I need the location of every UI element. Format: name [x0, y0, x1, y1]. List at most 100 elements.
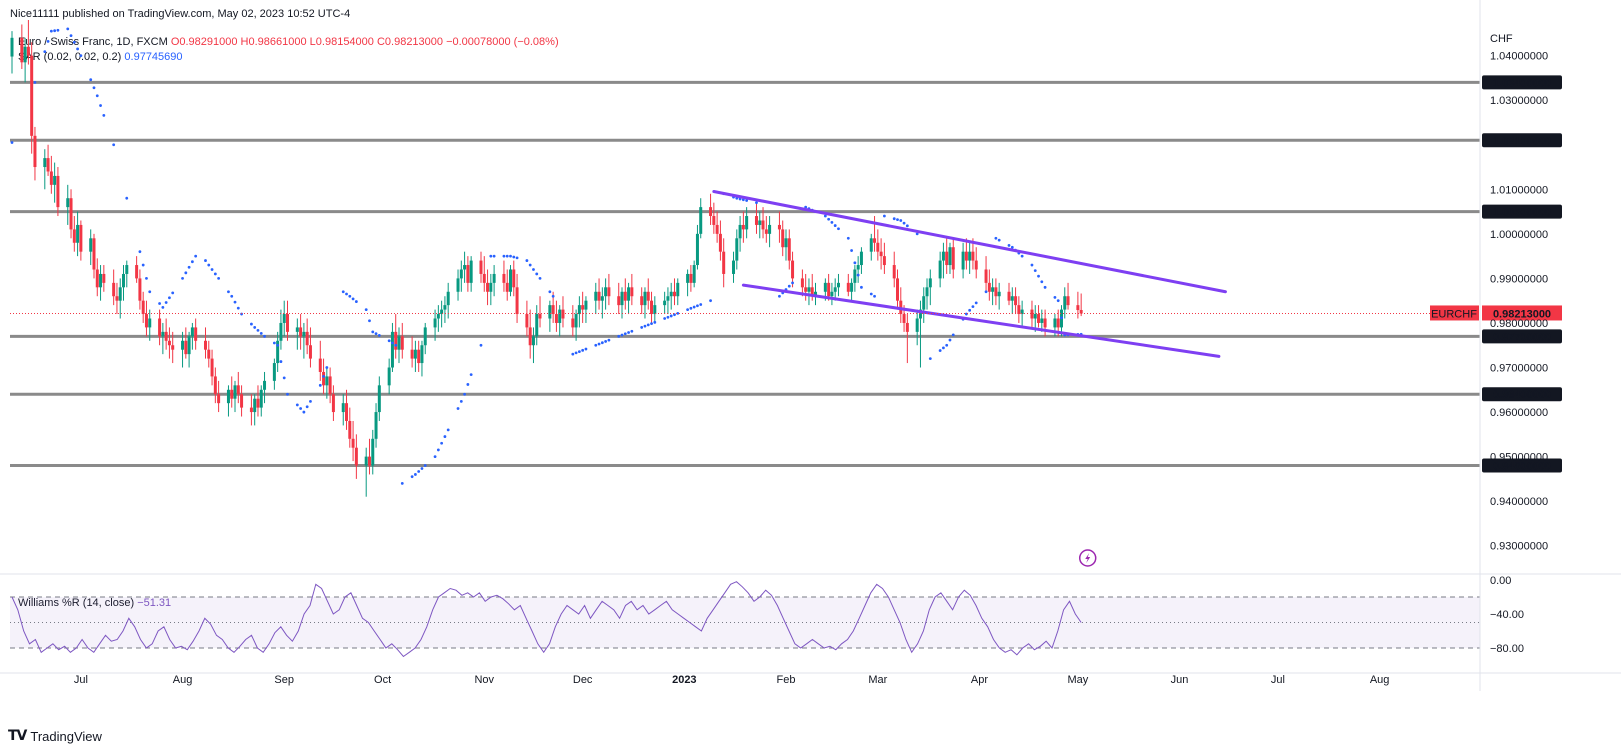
- candle-body: [551, 305, 555, 315]
- candle-body: [620, 291, 624, 306]
- sar-dot: [489, 254, 493, 258]
- candle-body: [768, 224, 772, 234]
- candle-body: [479, 260, 483, 274]
- candle-body: [92, 238, 96, 270]
- sar-dot: [974, 301, 978, 305]
- candle-body: [1063, 296, 1067, 310]
- candle-body: [876, 242, 880, 252]
- sar-dot: [417, 470, 421, 473]
- sar-dot: [145, 277, 148, 280]
- sar-dot: [571, 352, 575, 356]
- candle-body: [351, 438, 355, 448]
- sar-dot: [502, 254, 506, 258]
- time-tick-label: Aug: [1370, 674, 1390, 686]
- level-label: 0.96400000: [1493, 389, 1551, 401]
- candle-body: [318, 358, 322, 372]
- channel-trendline[interactable]: [712, 190, 1227, 294]
- sar-label[interactable]: SAR (0.02, 0.02, 0.2): [18, 51, 122, 63]
- candle-body: [882, 256, 886, 266]
- candle-body: [869, 238, 873, 252]
- sar-dot: [250, 322, 253, 326]
- candle-body: [515, 287, 519, 315]
- event-marker-icon[interactable]: [1078, 549, 1097, 567]
- candle-body: [623, 291, 627, 301]
- sar-dot: [915, 232, 919, 236]
- candle-body: [282, 314, 286, 323]
- sar-dot: [456, 407, 460, 410]
- williams-tick-label: 0.00: [1490, 575, 1511, 587]
- candle-body: [190, 327, 194, 337]
- candle-body: [207, 349, 211, 359]
- candle-body: [102, 273, 106, 283]
- price-tick-label: 1.04000000: [1490, 51, 1548, 63]
- time-tick-label: Sep: [274, 674, 294, 686]
- candle-body: [489, 282, 493, 292]
- publisher-line: Nice11111 published on TradingView.com, …: [10, 8, 351, 20]
- price-tick-label: 0.97000000: [1490, 363, 1548, 375]
- time-tick-label: Dec: [573, 674, 593, 686]
- williams-tick-label: −40.00: [1490, 609, 1524, 621]
- candle-body: [249, 407, 253, 413]
- candle-body: [456, 278, 460, 292]
- sar-dot: [171, 291, 175, 295]
- candle-body: [374, 412, 378, 439]
- candle-body: [125, 265, 129, 274]
- sar-dot: [600, 341, 604, 345]
- candle-body: [233, 385, 237, 399]
- candle-body: [387, 367, 391, 386]
- time-tick-label: Mar: [868, 674, 887, 686]
- channel-trendline[interactable]: [741, 283, 1221, 358]
- sar-dot: [345, 292, 348, 296]
- candle-body: [650, 300, 654, 315]
- sar-dot: [994, 236, 998, 240]
- williams-line: [11, 581, 1082, 658]
- sar-dot: [387, 339, 391, 343]
- williams-label[interactable]: Williams %R (14, close): [18, 597, 135, 609]
- candle-body: [33, 135, 37, 168]
- price-tick-label: 0.96000000: [1490, 407, 1548, 419]
- sar-dot: [227, 290, 230, 294]
- candle-body: [715, 224, 719, 234]
- candle-body: [56, 175, 60, 208]
- candle-body: [991, 287, 995, 292]
- sar-dot: [148, 290, 152, 294]
- candle-body: [692, 265, 696, 283]
- level-label-box: [1482, 133, 1562, 148]
- sar-dot: [348, 294, 352, 298]
- candle-body: [20, 37, 24, 63]
- sar-dot: [1060, 316, 1063, 320]
- candle-body: [686, 273, 690, 283]
- candle-body: [784, 238, 788, 248]
- sar-dot: [627, 331, 630, 334]
- candle-body: [89, 238, 93, 252]
- candle-body: [607, 287, 611, 297]
- candle-body: [112, 282, 116, 297]
- candle-body: [49, 171, 53, 185]
- sar-dot: [79, 54, 83, 58]
- sar-dot: [899, 219, 903, 222]
- candle-body: [1017, 305, 1021, 315]
- candle-body: [856, 265, 860, 270]
- tradingview-brand[interactable]: TV TradingView: [8, 728, 102, 744]
- symbol-label[interactable]: Euro / Swiss Franc, 1D, FXCM: [18, 36, 168, 48]
- candle-body: [1076, 305, 1080, 311]
- channel-lines[interactable]: [712, 190, 1227, 358]
- sar-dot: [377, 334, 381, 337]
- ohlc-values: O0.98291000 H0.98661000 L0.98154000 C0.9…: [170, 36, 559, 48]
- sar-dot: [341, 290, 345, 294]
- sar-dot: [515, 256, 519, 260]
- sar-dot: [853, 261, 857, 265]
- candle-body: [745, 216, 749, 230]
- sar-dot: [492, 254, 496, 258]
- candle-body: [938, 260, 942, 279]
- candle-body: [305, 331, 309, 346]
- sar-dot: [1043, 285, 1047, 289]
- sar-dot: [745, 199, 749, 202]
- candle-body: [666, 296, 670, 301]
- sar-dot: [1040, 280, 1044, 284]
- sar-dot: [951, 333, 955, 337]
- sar-dot: [76, 47, 79, 51]
- sar-dot: [371, 330, 375, 334]
- candle-body: [761, 220, 765, 230]
